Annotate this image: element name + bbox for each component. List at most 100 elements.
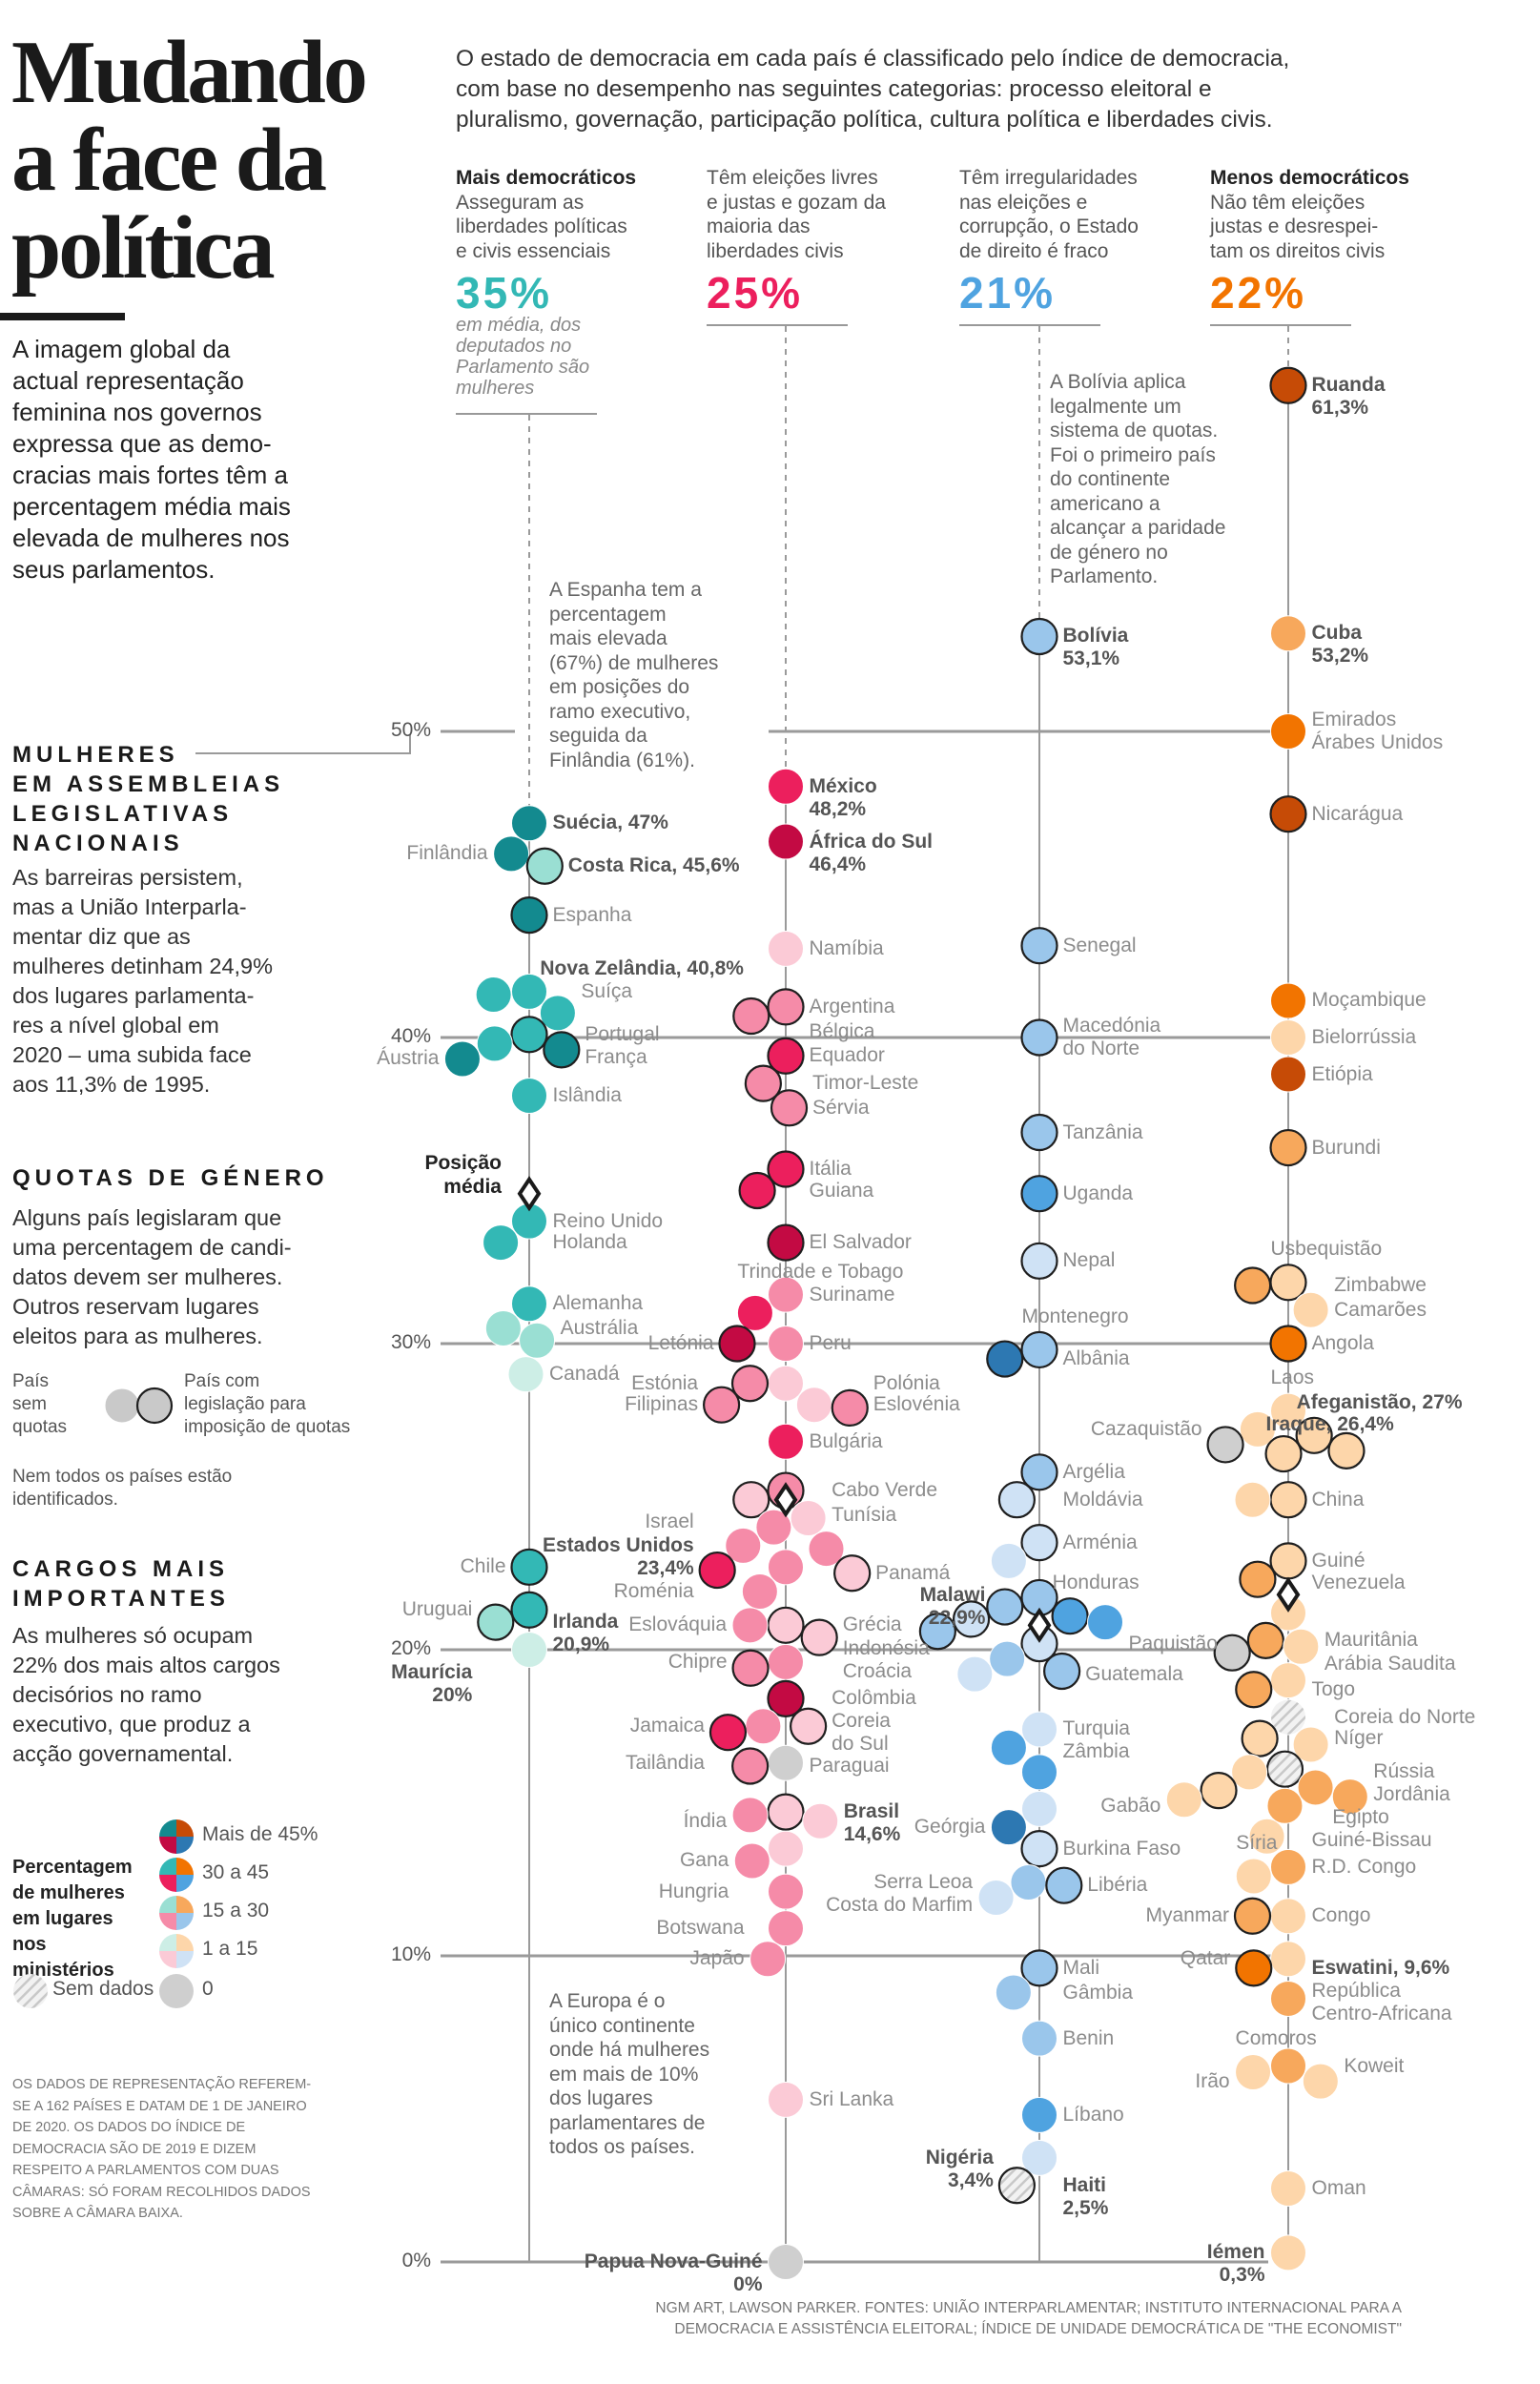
legend-pie-quadrant [159,1934,176,1951]
divider [707,324,848,326]
country-dot [995,1974,1032,2011]
country-dot [1021,1790,1057,1827]
ministers-legend-title: Percentagem de mulheres em lugares nos m… [12,1857,133,1981]
section-text-quotas: Alguns país legislaram que uma percentag… [12,1205,292,1348]
category-pct: 25% [707,268,804,318]
legend-pie-quadrant [159,1875,176,1892]
country-dot [800,1618,838,1656]
country-dot [1235,2053,1272,2090]
country-dot [1235,1949,1273,1987]
country-dot [1266,1787,1304,1824]
country-dot [1206,1426,1244,1464]
country-dot [703,1386,741,1424]
country-dot [539,995,576,1032]
section-text-assemblies: As barreiras persistem, mas a União Inte… [12,865,274,1097]
country-dot [768,1910,804,1947]
country-dot [1270,982,1306,1019]
note-spain: A Espanha tem a percentagem mais elevada… [549,579,719,771]
country-dot [511,805,547,842]
country-dot [510,1548,548,1586]
intro-text: A imagem global da actual representação … [12,335,291,584]
country-dot [1270,615,1306,652]
country-dot [1246,1621,1284,1659]
country-dot [1020,617,1058,656]
legend-pie-quadrant [176,1913,194,1930]
country-dot [918,1613,956,1651]
legend-pie-quadrant [159,1913,176,1930]
country-dot [1292,1726,1329,1763]
legend-pie-quadrant [176,1951,194,1968]
country-dot [443,1040,481,1078]
legend-pie-quadrant [176,1837,194,1854]
country-dot [1269,1128,1307,1167]
country-dot [744,1064,782,1102]
title-underline [0,313,125,320]
mean-diamond [1027,1607,1052,1643]
legend-pie-quadrant [176,1875,194,1892]
country-dot [1020,1524,1058,1562]
footnote: Os dados de representação referem-se a 1… [12,2077,312,2221]
country-dot [1020,1830,1058,1868]
section-title-quotas: QUOTAS DE GÉNERO [12,1165,329,1191]
country-dot [795,1387,832,1424]
legend-pie-quadrant [176,1934,194,1951]
page-title: Mudando a face da política [11,23,368,298]
category-desc: Asseguram as liberdades políticas e civi… [456,191,627,262]
country-dot [1021,2020,1057,2057]
country-dot [1231,1754,1268,1791]
country-dot [510,895,548,935]
country-dot [543,1031,581,1069]
country-dot [1269,1325,1307,1363]
country-dot [997,1481,1036,1519]
quota-legend-no: País sem quotas [12,1371,68,1437]
country-dot [1234,1266,1272,1305]
country-dot [997,2167,1036,2205]
country-dot [1020,1175,1058,1213]
country-dot [1283,1628,1320,1665]
legend-no-data-dot [13,1974,48,2008]
country-dot [475,976,512,1014]
country-dot [1269,366,1307,404]
credit: NGM ART, LAWSON PARKER. FONTES: UNIÃO IN… [655,2300,1402,2337]
country-dot [768,1549,804,1586]
country-dot [1269,1542,1307,1580]
country-dot [1045,1866,1083,1904]
legend-pie-quadrant [176,1858,194,1875]
country-dot [767,1150,805,1188]
country-dot [808,1531,845,1568]
country-dot [1270,2234,1306,2271]
country-dot [1020,1330,1058,1369]
country-dot [1327,1431,1365,1469]
category-pct: 21% [959,268,1057,318]
country-dot [731,1607,769,1644]
country-dot [956,1655,994,1693]
legend-pie-quadrant [159,1858,176,1875]
country-dot [1021,1754,1057,1791]
country-dot [1270,713,1306,750]
category-pct: 22% [1210,268,1307,318]
country-dot [802,1802,839,1839]
country-dot [1021,2096,1057,2133]
country-dot [990,1809,1027,1846]
country-dot [1200,1772,1238,1810]
country-dot [510,1016,548,1054]
country-dot [986,1588,1024,1626]
category-desc: Têm irregularidades nas eleições e corru… [959,167,1139,262]
legend-pie-quadrant [159,1819,176,1837]
country-dot [1233,1897,1272,1935]
country-dot [990,1542,1027,1579]
country-dot [1270,1848,1306,1885]
legend-no-data-label: Sem dados [52,1978,154,2000]
country-dot [1269,1481,1307,1519]
country-dot [1020,1113,1058,1152]
category-least-democratic: Menos democráticos Não têm eleições justa… [1210,166,1448,263]
country-dot [731,1649,770,1687]
category-desc: Têm eleições livres e justas e gozam da … [707,167,886,262]
legend-pie-quadrant [176,1896,194,1913]
country-dot [977,1880,1015,1917]
legend-zero-label: 0 [202,1978,214,2000]
country-dot [525,847,564,885]
country-dot [1270,1980,1306,2017]
country-dot [986,1340,1024,1378]
country-dot [768,1744,804,1781]
